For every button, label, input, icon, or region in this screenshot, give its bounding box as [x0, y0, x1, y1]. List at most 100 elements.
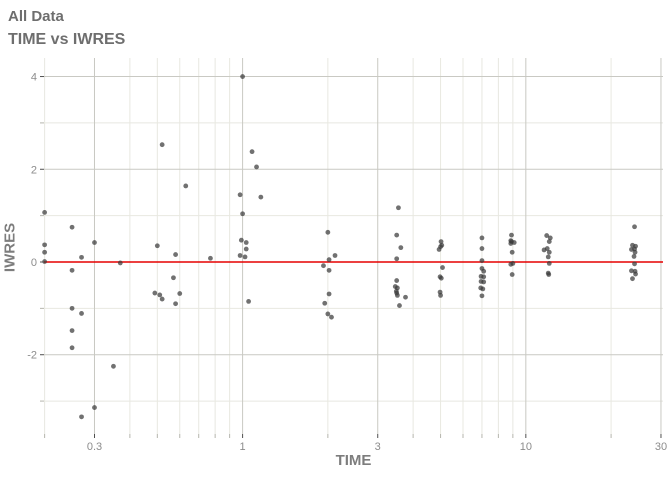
data-point — [69, 328, 75, 334]
data-point — [394, 232, 400, 238]
data-point — [159, 296, 165, 302]
data-point — [629, 247, 634, 252]
data-point — [237, 192, 243, 198]
data-point — [240, 74, 245, 79]
y-tick-label: -2 — [27, 350, 37, 362]
data-point — [481, 279, 487, 285]
data-point — [631, 254, 637, 259]
data-point — [238, 237, 244, 243]
data-point — [479, 293, 485, 299]
data-point — [69, 345, 75, 351]
data-point — [481, 268, 487, 274]
data-point — [157, 292, 163, 298]
x-tick-label: 0.3 — [87, 441, 102, 453]
data-point — [545, 254, 551, 260]
data-point — [79, 254, 84, 260]
data-point — [325, 229, 331, 235]
data-point — [92, 240, 97, 245]
plot-subtitle: TIME vs IWRES — [8, 31, 126, 48]
data-point — [541, 247, 547, 253]
data-point — [438, 275, 444, 281]
data-point — [629, 268, 634, 274]
data-point — [321, 263, 326, 269]
data-point — [546, 272, 552, 277]
data-point — [398, 245, 404, 251]
data-point — [396, 205, 401, 211]
data-point — [237, 253, 243, 258]
data-point — [509, 272, 515, 277]
data-point — [258, 194, 264, 200]
x-tick-label: 10 — [520, 441, 532, 453]
data-point — [249, 149, 255, 155]
data-point — [508, 241, 514, 246]
data-point — [480, 286, 486, 292]
x-tick-label: 3 — [375, 441, 381, 453]
data-point — [173, 301, 178, 307]
data-point — [329, 314, 334, 320]
x-tick-label: 1 — [240, 441, 246, 453]
data-point — [69, 305, 75, 311]
y-axis-title: IWRES — [1, 222, 19, 273]
data-point — [632, 249, 638, 255]
data-point — [79, 414, 84, 420]
data-point — [633, 271, 638, 277]
data-point — [394, 256, 400, 262]
x-tick-label: 30 — [655, 441, 667, 453]
data-point — [79, 311, 84, 316]
data-point — [171, 275, 176, 281]
data-point — [42, 209, 48, 215]
data-point — [242, 254, 248, 260]
data-point — [546, 249, 552, 255]
data-point — [479, 246, 485, 251]
data-point — [479, 235, 485, 241]
plot-title: All Data — [8, 8, 64, 25]
data-point — [42, 249, 48, 255]
data-point — [632, 261, 637, 267]
data-point — [326, 257, 332, 263]
data-point — [397, 303, 402, 308]
data-point — [240, 211, 245, 217]
data-point — [325, 311, 331, 317]
data-point — [508, 261, 514, 267]
data-point — [438, 292, 443, 298]
data-point — [438, 239, 444, 244]
panel-background — [44, 58, 663, 434]
data-point — [481, 274, 487, 280]
data-point — [243, 246, 249, 252]
data-point — [69, 267, 75, 273]
data-point — [92, 405, 97, 410]
data-point — [246, 299, 251, 304]
data-point — [69, 224, 75, 230]
data-point — [254, 164, 259, 170]
data-point — [394, 292, 400, 298]
data-point — [322, 300, 328, 306]
data-point — [243, 240, 249, 245]
y-tick-label: 0 — [31, 257, 37, 269]
data-point — [544, 233, 550, 238]
data-point — [440, 265, 445, 270]
data-point — [326, 291, 332, 297]
data-point — [42, 242, 48, 248]
data-point — [546, 239, 552, 244]
data-point — [111, 363, 116, 369]
data-point — [173, 252, 178, 257]
y-tick-label: 2 — [31, 164, 37, 176]
data-point — [183, 183, 189, 189]
data-point — [403, 294, 408, 300]
data-point — [177, 291, 183, 296]
data-point — [479, 258, 485, 264]
data-point — [630, 276, 635, 282]
data-point — [208, 255, 213, 261]
data-point — [509, 232, 514, 238]
data-point — [117, 260, 123, 266]
data-point — [152, 290, 158, 296]
data-point — [332, 253, 338, 258]
data-point — [42, 259, 48, 264]
y-tick-label: 4 — [31, 72, 37, 84]
data-point — [436, 247, 442, 252]
data-point — [632, 224, 637, 230]
data-point — [394, 278, 400, 283]
data-point — [509, 249, 515, 255]
